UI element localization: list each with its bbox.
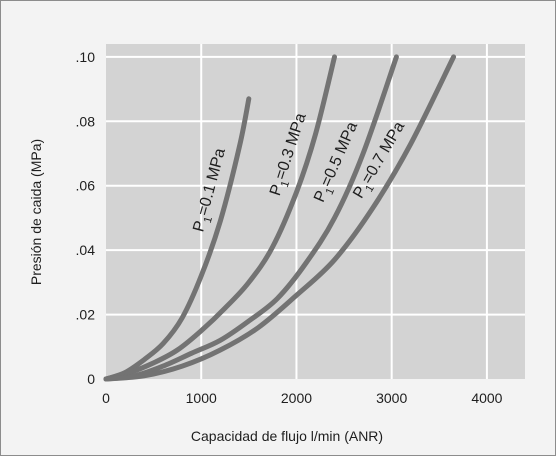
- y-tick-label: .04: [76, 242, 96, 258]
- y-tick-label: .08: [76, 113, 96, 129]
- curves: [103, 54, 457, 382]
- tick-labels: 0 1000 2000 3000 4000 0 .02 .04 .06 .08 .10: [76, 49, 503, 406]
- series-line: [103, 96, 252, 382]
- x-tick-label: 0: [102, 390, 110, 406]
- series-line: [103, 54, 457, 382]
- plot-area: [106, 44, 525, 379]
- x-axis-label: Capacidad de flujo l/min (ANR): [191, 428, 383, 444]
- x-tick-label: 3000: [376, 390, 407, 406]
- y-tick-label: .10: [76, 49, 96, 65]
- y-axis-label: Presión de caida (MPa): [28, 139, 44, 285]
- series-line: [103, 54, 337, 382]
- x-tick-label: 1000: [186, 390, 217, 406]
- y-tick-label: 0: [87, 371, 95, 387]
- x-tick-label: 4000: [471, 390, 502, 406]
- series-line: [103, 54, 399, 382]
- y-tick-label: .02: [76, 307, 96, 323]
- y-tick-label: .06: [76, 178, 96, 194]
- x-tick-label: 2000: [281, 390, 312, 406]
